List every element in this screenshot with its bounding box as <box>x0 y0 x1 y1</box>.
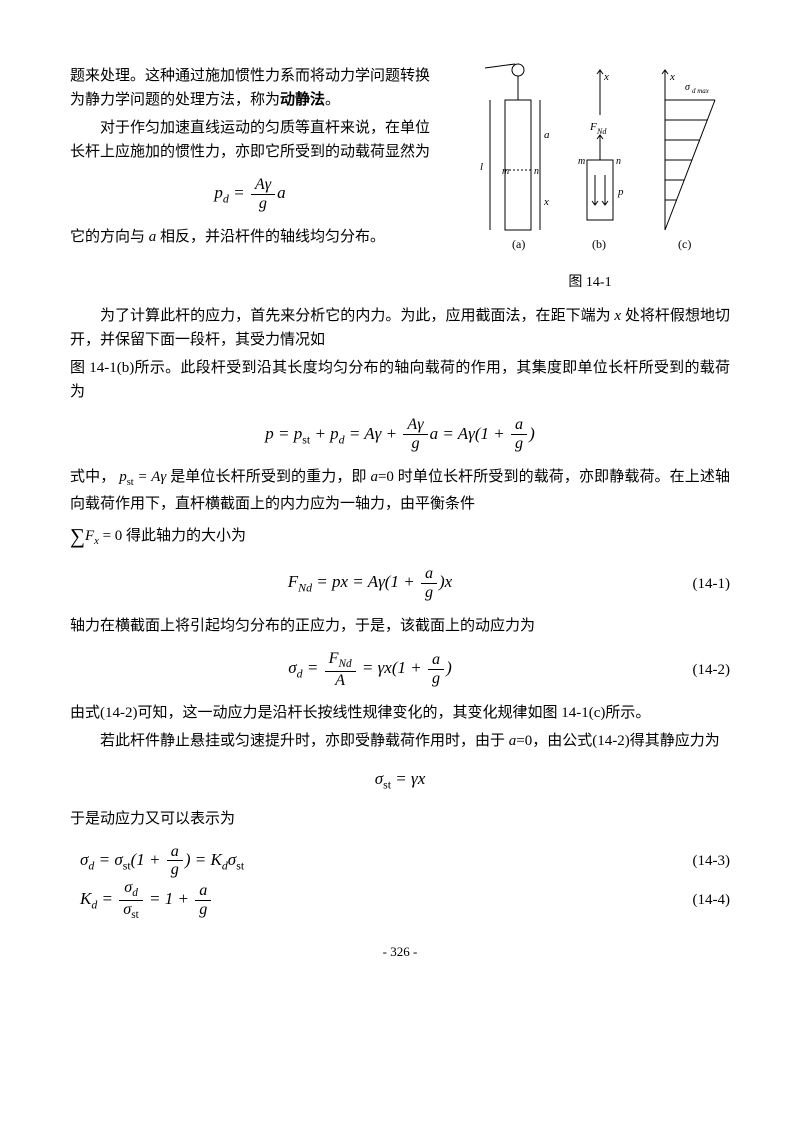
figure-14-1: m n a x l (a) x F Nd m n <box>450 60 730 294</box>
para4: 为了计算此杆的应力，首先来分析它的内力。为此，应用截面法，在距下端为 x 处将杆… <box>70 304 730 352</box>
eq-sigma-st: σst = γx <box>70 765 730 794</box>
svg-text:d max: d max <box>692 87 710 95</box>
svg-text:F: F <box>589 121 597 133</box>
para2: 对于作匀加速直线运动的匀质等直杆来说，在单位长杆上应施加的惯性力，亦即它所受到的… <box>70 116 430 164</box>
para10: 若此杆件静止悬挂或匀速提升时，亦即受静载荷作用时，由于 a=0，由公式(14-2… <box>70 729 730 753</box>
para7: ∑Fx = 0 得此轴力的大小为 <box>70 520 730 554</box>
para3: 它的方向与 a 相反，并沿杆件的轴线均匀分布。 <box>70 225 430 249</box>
para5: 图 14-1(b)所示。此段杆受到沿其长度均匀分布的轴向载荷的作用，其集度即单位… <box>70 356 730 404</box>
eq-num-14-3: (14-3) <box>670 849 730 873</box>
svg-text:x: x <box>603 71 609 83</box>
eq-14-2: σd = FNdA = γx(1 + ag) (14-2) <box>70 650 730 689</box>
eq-14-4: Kd = σdσst = 1 + ag (14-4) <box>70 879 730 921</box>
svg-text:m: m <box>502 166 509 177</box>
svg-text:n: n <box>534 166 539 177</box>
eq-pd: pd = Aγga <box>70 176 430 213</box>
svg-text:p: p <box>617 186 624 198</box>
svg-text:x: x <box>669 71 675 83</box>
eq-num-14-2: (14-2) <box>670 658 730 682</box>
intro-text: 题来处理。这种通过施加惯性力系而将动力学问题转换为静力学问题的处理方法，称为动静… <box>70 60 430 294</box>
panel-a-label: (a) <box>512 237 525 251</box>
eq-14-1: FNd = px = Aγ(1 + ag)x (14-1) <box>70 565 730 602</box>
para11: 于是动应力又可以表示为 <box>70 807 730 831</box>
page-number: - 326 - <box>70 942 730 963</box>
panel-b-label: (b) <box>592 237 606 251</box>
figure-caption: 图 14-1 <box>450 272 730 294</box>
para1: 题来处理。这种通过施加惯性力系而将动力学问题转换为静力学问题的处理方法，称为动静… <box>70 64 430 112</box>
para6: 式中， pst = Aγ 是单位长杆所受到的重力，即 a=0 时单位长杆所受到的… <box>70 465 730 516</box>
eq-num-14-1: (14-1) <box>670 572 730 596</box>
para8: 轴力在横截面上将引起均匀分布的正应力，于是，该截面上的动应力为 <box>70 614 730 638</box>
eq-num-14-4: (14-4) <box>670 888 730 912</box>
eq-p-total: p = pst + pd = Aγ + Aγga = Aγ(1 + ag) <box>70 416 730 453</box>
svg-text:m: m <box>578 156 585 167</box>
eq-14-3: σd = σst(1 + ag) = Kdσst (14-3) <box>70 843 730 880</box>
svg-text:x: x <box>543 196 549 208</box>
svg-text:l: l <box>480 161 483 173</box>
top-section: 题来处理。这种通过施加惯性力系而将动力学问题转换为静力学问题的处理方法，称为动静… <box>70 60 730 294</box>
para9: 由式(14-2)可知，这一动应力是沿杆长按线性规律变化的，其变化规律如图 14-… <box>70 701 730 725</box>
svg-text:Nd: Nd <box>596 127 607 136</box>
svg-text:n: n <box>616 156 621 167</box>
svg-text:σ: σ <box>685 82 691 93</box>
svg-text:a: a <box>544 129 550 141</box>
figure-svg: m n a x l (a) x F Nd m n <box>450 60 730 260</box>
bold-term: 动静法 <box>280 92 325 108</box>
panel-c-label: (c) <box>678 237 691 251</box>
